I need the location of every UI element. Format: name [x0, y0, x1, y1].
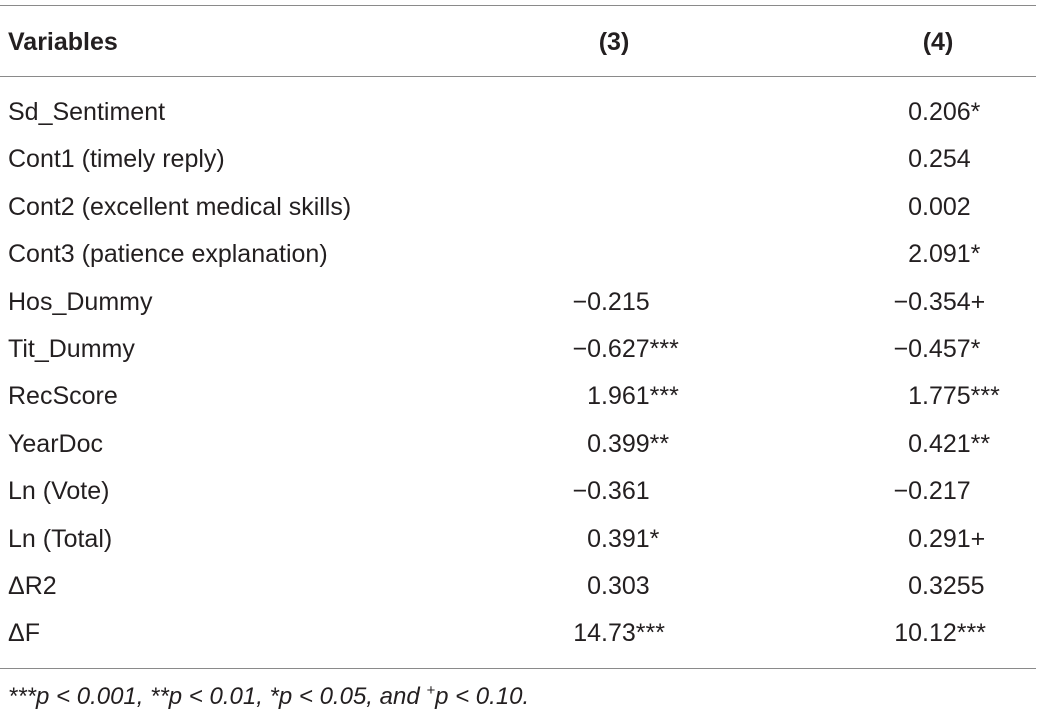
cell-value: −0.354+: [893, 287, 986, 316]
bottom-rule: [0, 668, 1036, 669]
cell-value: 10.12***: [894, 619, 986, 648]
cell-value: −0.217: [893, 477, 971, 506]
footnote-text: p < 0.10.: [435, 683, 530, 710]
column-header: (4): [922, 28, 954, 56]
footnote-superscript: +: [426, 682, 436, 699]
row-label: Cont2 (excellent medical skills): [8, 192, 352, 221]
column-header: Variables: [8, 28, 118, 56]
cell-value: 0.002: [908, 192, 971, 221]
row-label: Ln (Vote): [8, 477, 110, 506]
cell-value: 0.391*: [587, 524, 660, 553]
cell-value: −0.457*: [893, 335, 981, 363]
top-rule: [0, 5, 1036, 6]
row-label: RecScore: [8, 382, 118, 411]
column-header: (3): [598, 28, 630, 56]
cell-value: −0.627***: [572, 335, 679, 363]
row-label: YearDoc: [8, 429, 103, 458]
cell-value: −0.361: [572, 477, 650, 506]
cell-value: 1.775***: [908, 382, 1000, 411]
cell-value: 0.421**: [908, 429, 991, 458]
cell-value: 2.091*: [908, 240, 981, 269]
cell-value: 0.291+: [908, 524, 986, 553]
cell-value: 1.961***: [587, 382, 679, 411]
row-label: Sd_Sentiment: [8, 98, 166, 126]
cell-value: 0.399**: [587, 429, 670, 458]
cell-value: −0.215: [572, 287, 650, 316]
cell-value: 0.254: [908, 145, 971, 174]
row-label: Cont3 (patience explanation): [8, 240, 328, 269]
cell-value: 0.3255: [908, 572, 985, 600]
cell-value: 0.303: [587, 572, 650, 600]
cell-value: 0.206*: [908, 98, 981, 126]
row-label: ΔF: [8, 619, 40, 648]
row-label: ΔR2: [8, 572, 57, 600]
row-label: Hos_Dummy: [8, 287, 153, 316]
footnote: ***p < 0.001, **p < 0.01, *p < 0.05, and…: [8, 682, 529, 711]
cell-value: 14.73***: [573, 619, 665, 648]
footnote-text: ***p < 0.001, **p < 0.01, *p < 0.05, and: [8, 683, 427, 710]
row-label: Ln (Total): [8, 524, 113, 553]
row-label: Cont1 (timely reply): [8, 145, 225, 174]
header-rule: [0, 76, 1036, 77]
row-label: Tit_Dummy: [8, 335, 135, 363]
